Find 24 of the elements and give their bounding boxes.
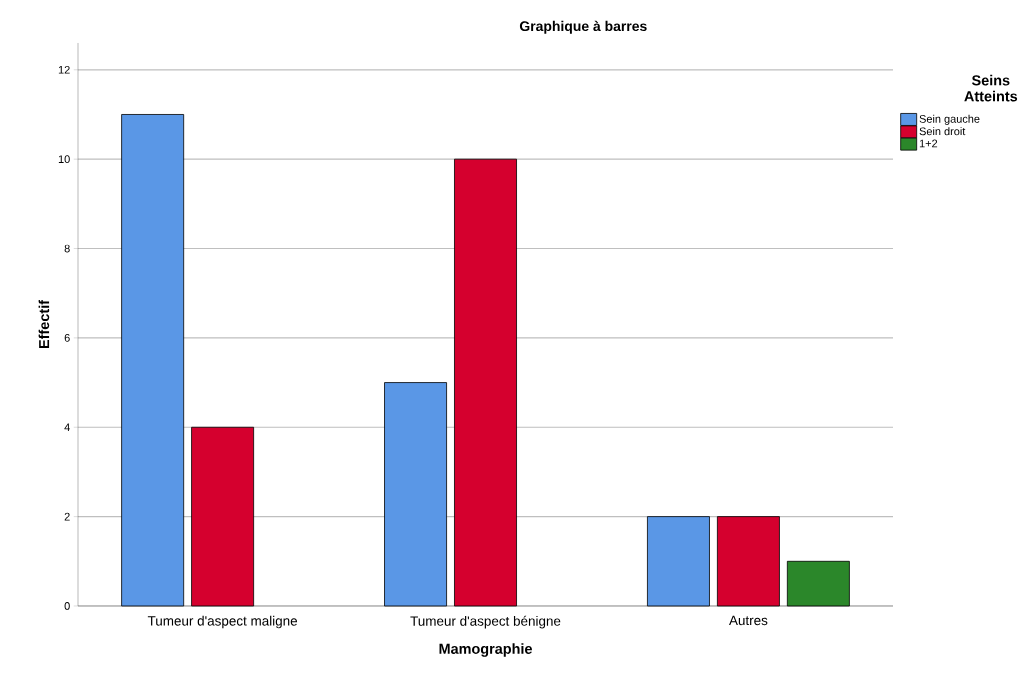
- bar: [647, 516, 710, 607]
- x-axis-title: Mamographie: [439, 643, 532, 657]
- y-tick-label: 2: [64, 512, 70, 521]
- x-tick-label: Tumeur d'aspect maligne: [147, 615, 298, 629]
- bar: [191, 426, 255, 607]
- chart-title: Graphique à barres: [519, 20, 647, 34]
- legend-label: 1+2: [919, 139, 938, 148]
- y-tick-label: 8: [64, 244, 70, 253]
- bar: [786, 560, 850, 607]
- y-tick-label: 4: [64, 423, 70, 432]
- bar: [384, 382, 447, 607]
- legend-title: Seins Atteints: [964, 74, 1018, 102]
- y-tick-label: 10: [58, 155, 70, 164]
- bar: [454, 158, 517, 607]
- x-tick-label: Tumeur d'aspect bénigne: [410, 615, 561, 629]
- bar: [716, 516, 780, 607]
- x-tick-label: Autres: [729, 615, 768, 626]
- y-tick-label: 12: [58, 65, 70, 74]
- bar: [121, 114, 185, 607]
- y-tick-label: 6: [64, 334, 70, 342]
- y-tick-label: 0: [64, 602, 70, 610]
- legend-label: Sein gauche: [919, 114, 980, 125]
- legend-label: Sein droit: [919, 127, 966, 136]
- y-axis-title: Effectif: [38, 299, 50, 348]
